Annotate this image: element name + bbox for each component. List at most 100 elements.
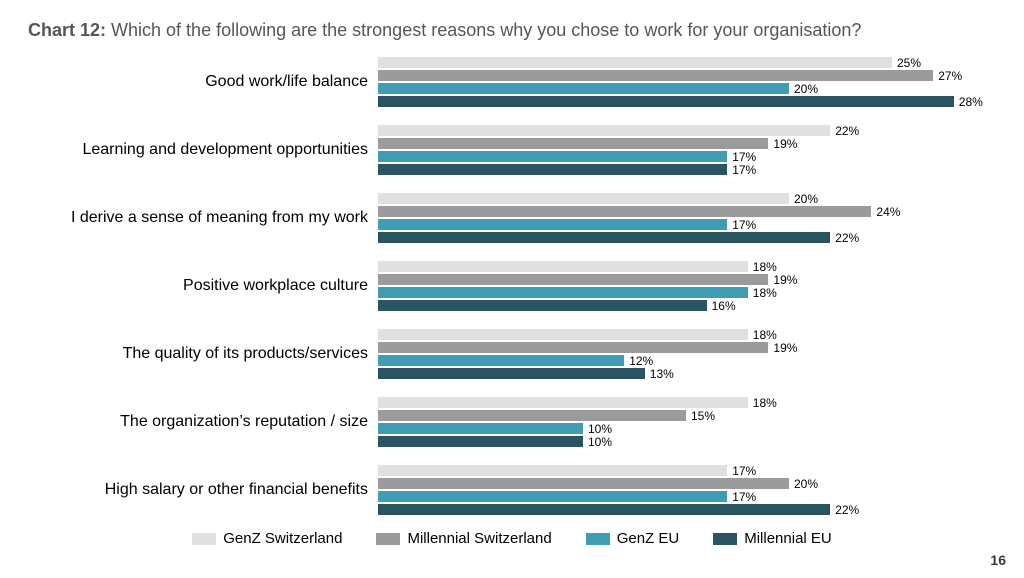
bar-value-label: 19% [769, 137, 797, 151]
chart-row: Good work/life balance 25% 27% 20% 28% [38, 56, 996, 108]
bar-value-label: 25% [893, 56, 921, 70]
bar-line: 10% [378, 435, 996, 448]
bar-value-label: 22% [831, 124, 859, 138]
bar [378, 299, 708, 312]
category-label: High salary or other financial benefits [38, 480, 378, 500]
bar-group: 18% 15% 10%10% [378, 396, 996, 448]
chart-title: Chart 12: Which of the following are the… [28, 18, 996, 42]
bar [378, 503, 831, 516]
bar-line: 20% [378, 477, 996, 490]
bar [378, 205, 872, 218]
category-label: Learning and development opportunities [38, 140, 378, 160]
legend-swatch [376, 533, 400, 545]
bar-line: 17% [378, 163, 996, 176]
bar-value-label: 17% [728, 163, 756, 177]
bar [378, 69, 934, 82]
bar [378, 477, 790, 490]
bar [378, 260, 749, 273]
bar [378, 328, 749, 341]
chart-row: The organization’s reputation / size18%1… [38, 396, 996, 448]
bar [378, 163, 728, 176]
chart-row: The quality of its products/services18%1… [38, 328, 996, 380]
bar-line: 12% [378, 354, 996, 367]
bar-line: 17% [378, 218, 996, 231]
bar [378, 367, 646, 380]
bar-value-label: 20% [790, 82, 818, 96]
bar-value-label: 10% [584, 422, 612, 436]
legend: GenZ Switzerland Millennial Switzerland Ge… [28, 530, 996, 547]
bar-line: 17% [378, 490, 996, 503]
bar [378, 435, 584, 448]
bar-value-label: 20% [790, 477, 818, 491]
chart-row: Positive workplace culture18%19%18%16% [38, 260, 996, 312]
bar-value-label: 17% [728, 150, 756, 164]
bar-value-label: 16% [708, 299, 736, 313]
legend-swatch [586, 533, 610, 545]
category-label: Good work/life balance [38, 72, 378, 92]
bar [378, 354, 625, 367]
bar-line: 18% [378, 328, 996, 341]
bar-value-label: 17% [728, 218, 756, 232]
bar-line: 22% [378, 503, 996, 516]
bar-value-label: 17% [728, 464, 756, 478]
bar-line: 24% [378, 205, 996, 218]
bar-line: 22% [378, 231, 996, 244]
bar-group: 17%20%17%22% [378, 464, 996, 516]
bar [378, 82, 790, 95]
chart-row: High salary or other financial benefits 1… [38, 464, 996, 516]
bar-value-label: 18% [749, 286, 777, 300]
bar-value-label: 24% [872, 205, 900, 219]
legend-label: Millennial Switzerland [407, 530, 551, 547]
bar [378, 286, 749, 299]
bar-line: 22% [378, 124, 996, 137]
bar-line: 27% [378, 69, 996, 82]
category-label: Positive workplace culture [38, 276, 378, 296]
bar-chart: Good work/life balance 25% 27% 20% 28% Learni… [38, 56, 996, 516]
bar [378, 192, 790, 205]
bar-value-label: 18% [749, 396, 777, 410]
bar [378, 137, 769, 150]
bar-line: 18% [378, 286, 996, 299]
bar-line: 18% [378, 260, 996, 273]
chart-row: Learning and development opportunities 22… [38, 124, 996, 176]
bar [378, 396, 749, 409]
bar-line: 20% [378, 82, 996, 95]
bar [378, 124, 831, 137]
bar [378, 273, 769, 286]
bar-value-label: 28% [955, 95, 983, 109]
bar [378, 218, 728, 231]
bar-line: 20% [378, 192, 996, 205]
chart-title-prefix: Chart 12: [28, 20, 106, 40]
bar [378, 56, 893, 69]
bar-group: 20% 24% 17%22% [378, 192, 996, 244]
bar-line: 16% [378, 299, 996, 312]
legend-label: Millennial EU [744, 530, 832, 547]
bar [378, 422, 584, 435]
bar-value-label: 17% [728, 490, 756, 504]
bar-value-label: 19% [769, 273, 797, 287]
legend-swatch [713, 533, 737, 545]
bar-value-label: 15% [687, 409, 715, 423]
legend-item: GenZ EU [586, 530, 680, 547]
legend-item: GenZ Switzerland [192, 530, 342, 547]
page-number: 16 [990, 552, 1006, 568]
bar-group: 18%19%18% 16% [378, 260, 996, 312]
bar-value-label: 19% [769, 341, 797, 355]
bar-value-label: 20% [790, 192, 818, 206]
bar-value-label: 27% [934, 69, 962, 83]
bar-value-label: 10% [584, 435, 612, 449]
legend-item: Millennial EU [713, 530, 832, 547]
bar [378, 95, 955, 108]
legend-label: GenZ EU [617, 530, 680, 547]
bar-group: 25% 27% 20% 28% [378, 56, 996, 108]
bar-value-label: 13% [646, 367, 674, 381]
legend-item: Millennial Switzerland [376, 530, 551, 547]
bar-line: 18% [378, 396, 996, 409]
bar-line: 19% [378, 341, 996, 354]
bar-line: 10% [378, 422, 996, 435]
chart-row: I derive a sense of meaning from my work… [38, 192, 996, 244]
chart-title-text: Which of the following are the strongest… [106, 20, 861, 40]
bar-line: 19% [378, 137, 996, 150]
bar-line: 19% [378, 273, 996, 286]
category-label: The organization’s reputation / size [38, 412, 378, 432]
